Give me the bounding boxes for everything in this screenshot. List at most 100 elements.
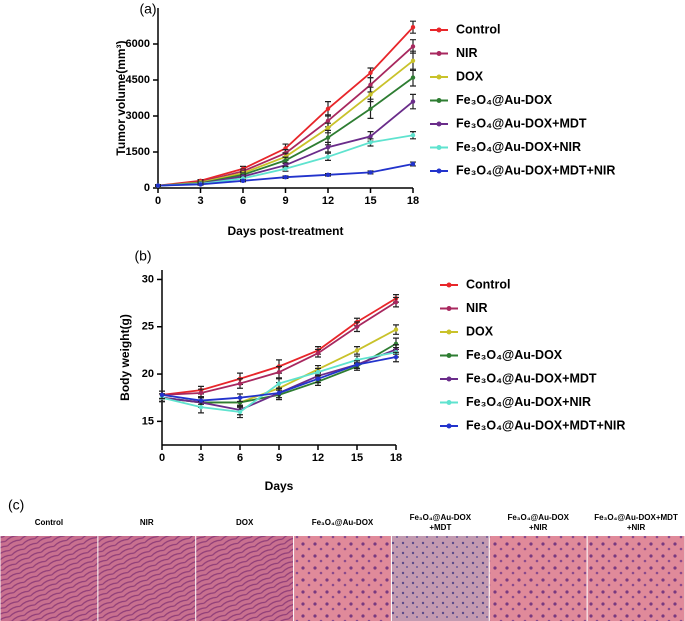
histology-image <box>0 536 98 621</box>
data-point <box>410 58 416 63</box>
data-point <box>198 398 204 403</box>
legend-label: Fe₃O₄@Au-DOX+NIR <box>466 395 591 409</box>
histology-image <box>489 536 587 621</box>
legend-label: Fe₃O₄@Au-DOX+MDT+NIR <box>466 418 625 432</box>
data-point <box>325 154 331 159</box>
data-point <box>354 324 360 329</box>
image-label: Fe₃O₄@Au-DOX+MDT <box>594 513 678 522</box>
data-point <box>368 82 373 88</box>
y-tick-label: 15 <box>142 415 154 427</box>
y-axis-label: Tumor volume(mm³) <box>114 40 128 155</box>
data-point <box>198 404 204 410</box>
histology-image <box>391 536 489 621</box>
legend-marker <box>446 353 452 358</box>
legend-label: Fe₃O₄@Au-DOX+NIR <box>456 140 581 154</box>
x-tick-label: 12 <box>322 195 334 207</box>
legend-marker <box>446 400 452 405</box>
legend-label: DOX <box>456 69 484 83</box>
data-point <box>155 183 161 188</box>
x-tick-label: 3 <box>198 452 204 464</box>
legend-label: Fe₃O₄@Au-DOX <box>456 93 553 107</box>
legend-marker <box>436 121 442 127</box>
y-axis-label: Body weight(g) <box>118 314 132 401</box>
data-point <box>325 135 331 140</box>
x-tick-label: 18 <box>407 195 419 207</box>
legend-label: Control <box>466 277 510 291</box>
histology-image <box>196 536 294 621</box>
image-label: +MDT <box>429 523 451 532</box>
legend-marker <box>446 376 452 382</box>
histology-image <box>98 536 196 621</box>
data-point <box>283 158 288 163</box>
legend-label: NIR <box>466 301 488 315</box>
data-point <box>410 25 416 30</box>
legend-label: Fe₃O₄@Au-DOX+MDT <box>456 116 587 130</box>
data-point <box>325 145 331 150</box>
data-point <box>368 70 373 76</box>
panel-label: (b) <box>134 248 151 264</box>
data-point <box>276 381 282 386</box>
image-label: Fe₃O₄@Au-DOX <box>507 513 569 522</box>
x-tick-label: 0 <box>155 195 161 207</box>
data-point <box>368 92 373 97</box>
x-tick-label: 6 <box>237 452 243 464</box>
image-label: Control <box>35 518 63 527</box>
x-tick-label: 3 <box>197 195 203 207</box>
y-tick-label: 1500 <box>126 146 150 158</box>
data-point <box>325 125 331 131</box>
legend-marker <box>446 306 452 311</box>
panel-label: (a) <box>139 1 156 17</box>
data-point <box>325 106 331 112</box>
data-point <box>368 106 373 112</box>
legend-marker <box>446 329 452 335</box>
data-point <box>283 166 288 171</box>
x-tick-label: 6 <box>240 195 246 207</box>
data-point <box>276 369 282 375</box>
data-point <box>159 392 165 398</box>
x-tick-label: 12 <box>312 452 324 464</box>
data-point <box>198 390 204 396</box>
x-tick-label: 18 <box>390 452 402 464</box>
legend-marker <box>436 51 442 56</box>
data-point <box>276 390 282 396</box>
legend-marker <box>436 74 442 80</box>
x-axis-label: Days post-treatment <box>227 224 343 238</box>
image-label: +NIR <box>627 523 646 532</box>
data-point <box>410 161 416 167</box>
data-point <box>354 348 360 353</box>
data-point <box>198 182 203 187</box>
data-point <box>354 362 360 367</box>
image-label: NIR <box>140 518 154 527</box>
data-point <box>325 118 331 124</box>
image-label: +NIR <box>529 523 548 532</box>
data-point <box>315 376 321 381</box>
data-point <box>410 133 416 138</box>
y-tick-label: 4500 <box>126 74 150 86</box>
data-point <box>315 369 321 375</box>
data-point <box>237 409 243 415</box>
y-tick-label: 3000 <box>126 110 150 122</box>
x-axis-label: Days <box>265 479 294 493</box>
data-point <box>393 327 399 332</box>
legend-marker <box>436 168 442 174</box>
data-point <box>237 395 243 400</box>
histology-panel: (c) Control NIR DOX Fe₃O₄@Au-DOX Fe₃O₄@Au-DOX… <box>0 497 685 621</box>
histology-image <box>587 536 685 621</box>
data-point <box>410 99 416 104</box>
y-tick-label: 6000 <box>126 38 150 50</box>
data-point <box>410 75 416 80</box>
image-label: Fe₃O₄@Au-DOX <box>410 513 472 522</box>
data-point <box>410 44 416 49</box>
y-tick-label: 30 <box>142 273 154 285</box>
x-tick-label: 15 <box>351 452 363 464</box>
data-point <box>393 354 399 360</box>
x-tick-label: 0 <box>159 452 165 464</box>
legend-label: DOX <box>466 324 494 338</box>
legend-marker <box>446 282 452 288</box>
legend-label: Fe₃O₄@Au-DOX <box>466 348 563 362</box>
image-label: DOX <box>236 518 254 527</box>
data-point <box>393 299 399 305</box>
x-tick-label: 15 <box>364 195 376 207</box>
legend-marker <box>446 423 452 429</box>
